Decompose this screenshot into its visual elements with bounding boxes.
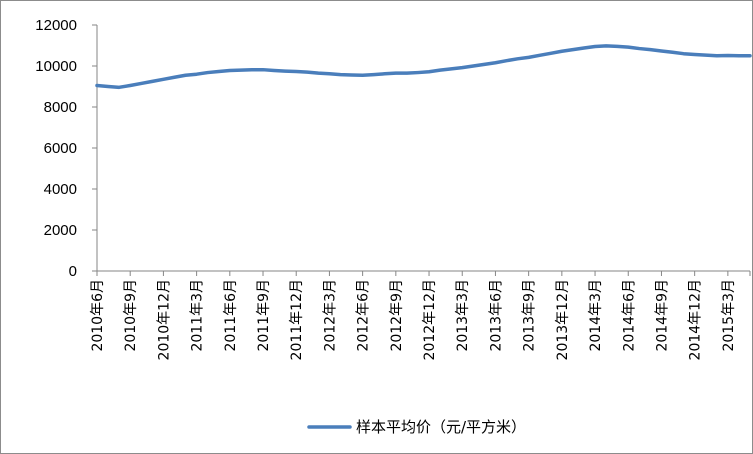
x-tick-label: 2012年9月	[389, 279, 405, 352]
x-tick-label: 2012年12月	[422, 279, 438, 360]
x-tick-label: 2013年3月	[455, 279, 471, 352]
y-axis-ticks: 0 2000 4000 6000 8000 10000 12000	[35, 17, 97, 280]
x-tick-label: 2013年9月	[522, 279, 538, 352]
x-tick-label: 2010年12月	[156, 279, 172, 360]
x-tick-label: 2013年6月	[488, 279, 504, 352]
x-tick-label: 2012年3月	[322, 279, 338, 352]
chart-axes	[96, 25, 750, 272]
x-tick-label: 2011年9月	[256, 279, 272, 352]
x-tick-label: 2011年12月	[289, 279, 305, 360]
y-tick-label: 8000	[44, 99, 77, 116]
y-tick-label: 2000	[44, 222, 77, 239]
x-tick-label: 2012年6月	[356, 279, 372, 352]
x-tick-label: 2013年12月	[555, 279, 571, 360]
x-tick-label: 2014年3月	[588, 279, 604, 352]
legend: 样本平均价（元/平方米）	[307, 418, 526, 436]
legend-label: 样本平均价（元/平方米）	[356, 418, 526, 436]
x-tick-label: 2011年3月	[190, 279, 206, 352]
x-tick-label: 2010年6月	[90, 279, 106, 352]
x-tick-label: 2014年6月	[621, 279, 637, 352]
series-layer	[95, 44, 752, 90]
x-tick-label: 2010年9月	[123, 279, 139, 352]
x-tick-label: 2014年12月	[688, 279, 704, 360]
y-tick-label: 10000	[35, 58, 77, 75]
y-tick-label: 6000	[44, 140, 77, 157]
y-tick-label: 0	[69, 263, 77, 280]
x-tick-label: 2014年9月	[654, 279, 670, 352]
x-tick-label: 2015年3月	[721, 279, 737, 352]
x-tick-label: 2011年6月	[223, 279, 239, 352]
y-tick-label: 12000	[35, 17, 77, 34]
y-tick-label: 4000	[44, 181, 77, 198]
x-axis-ticks: 2010年6月 2010年9月 2010年12月 2011年3月 2011年6月 2011…	[90, 271, 751, 360]
series-line	[95, 44, 752, 90]
